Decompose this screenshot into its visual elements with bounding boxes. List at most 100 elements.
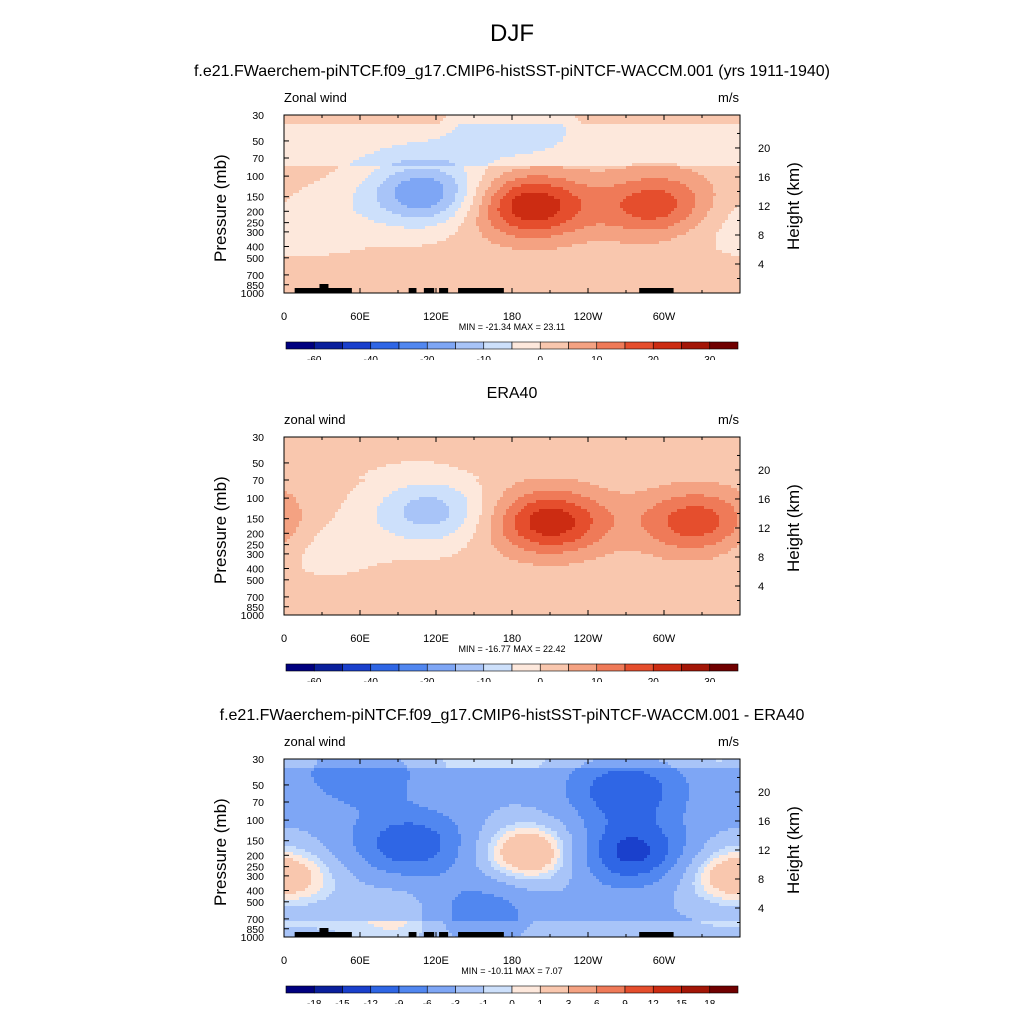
x-tick-label: 0 [281, 955, 287, 967]
x-tick-label: 120W [574, 955, 603, 967]
colorbar-label: -15 [335, 999, 350, 1004]
panel-3-variable: zonal wind [284, 734, 345, 749]
pressure-tick-label: 50 [252, 136, 264, 148]
colorbar-swatch [709, 985, 739, 994]
pressure-tick-label: 50 [252, 458, 264, 470]
panel-1-title: f.e21.FWaerchem-piNTCF.f09_g17.CMIP6-his… [0, 63, 1024, 81]
colorbar-label: -20 [420, 677, 435, 682]
figure-title: DJF [0, 20, 1024, 48]
colorbar-label: 15 [676, 999, 688, 1004]
topography-block [326, 932, 352, 937]
topography-peak [319, 284, 329, 293]
x-tick-label: 180 [503, 955, 521, 967]
colorbar-label: 0 [509, 999, 515, 1004]
x-tick-label: 180 [503, 633, 521, 645]
colorbar-swatch [483, 985, 513, 994]
height-tick-label: 4 [758, 259, 764, 271]
pressure-tick-label: 200 [246, 850, 264, 862]
colorbar-label: -20 [420, 355, 435, 360]
pressure-tick-label: 1000 [241, 610, 265, 622]
panel-1-contour-field [284, 115, 740, 293]
colorbar-label: 0 [537, 677, 543, 682]
panel-3-title: f.e21.FWaerchem-piNTCF.f09_g17.CMIP6-his… [0, 707, 1024, 725]
height-tick-label: 16 [758, 494, 770, 506]
pressure-tick-label: 200 [246, 528, 264, 540]
colorbar-label: -40 [364, 355, 379, 360]
height-tick-label: 4 [758, 581, 764, 593]
pressure-tick-label: 850 [246, 280, 264, 292]
x-tick-label: 120E [423, 311, 449, 323]
colorbar-label: 0 [537, 355, 543, 360]
pressure-tick-label: 1000 [241, 932, 265, 944]
panel-2-variable: zonal wind [284, 412, 345, 427]
pressure-tick-label: 200 [246, 206, 264, 218]
panel-2-zonal-wind-chart: 0 60E 120E 180 120W 60W3050701001502002503004… [241, 432, 771, 682]
colorbar-label: 12 [648, 999, 660, 1004]
pressure-tick-label: 70 [252, 475, 264, 487]
colorbar-label: 20 [648, 355, 660, 360]
colorbar-swatch [596, 985, 626, 994]
x-tick-label: 120W [574, 633, 603, 645]
x-tick-label: 60E [350, 311, 370, 323]
pressure-tick-label: 400 [246, 241, 264, 253]
height-tick-label: 16 [758, 172, 770, 184]
topography-block [326, 288, 352, 293]
colorbar-swatch [709, 341, 739, 350]
pressure-tick-label: 500 [246, 575, 264, 587]
colorbar-swatch [313, 985, 343, 994]
colorbar-label: 30 [704, 677, 716, 682]
colorbar-label: -9 [395, 999, 404, 1004]
min-max-stats: MIN = -21.34 MAX = 23.11 [459, 322, 565, 332]
panel-2-title: ERA40 [0, 385, 1024, 403]
panel-1-zonal-wind-chart: 0 60E 120E 180 120W 60W3050701001502002503004… [241, 110, 771, 360]
height-tick-label: 20 [758, 465, 770, 477]
height-tick-label: 8 [758, 230, 764, 242]
x-tick-label: 0 [281, 311, 287, 323]
x-tick-label: 60E [350, 633, 370, 645]
colorbar-swatch [426, 985, 456, 994]
height-tick-label: 4 [758, 903, 764, 915]
height-tick-label: 12 [758, 201, 770, 213]
height-tick-label: 12 [758, 523, 770, 535]
pressure-tick-label: 400 [246, 885, 264, 897]
topography-block [439, 288, 449, 293]
colorbar-swatch [398, 985, 428, 994]
pressure-tick-label: 400 [246, 563, 264, 575]
min-max-stats: MIN = -10.11 MAX = 7.07 [461, 966, 562, 976]
pressure-tick-label: 300 [246, 549, 264, 561]
colorbar-swatch [511, 985, 541, 994]
height-tick-label: 20 [758, 787, 770, 799]
height-tick-label: 8 [758, 874, 764, 886]
topography-block [408, 288, 417, 293]
panel-1-variable: Zonal wind [284, 90, 347, 105]
height-tick-label: 8 [758, 552, 764, 564]
colorbar-swatch [652, 985, 682, 994]
topography-block [639, 288, 674, 293]
colorbar-swatch [370, 985, 400, 994]
pressure-tick-label: 850 [246, 924, 264, 936]
pressure-tick-label: 850 [246, 602, 264, 614]
colorbar-label: -60 [307, 355, 322, 360]
panel-1-units: m/s [718, 90, 739, 105]
pressure-tick-label: 500 [246, 897, 264, 909]
pressure-tick-label: 100 [246, 171, 264, 183]
pressure-tick-label: 150 [246, 514, 264, 526]
colorbar-label: -1 [479, 999, 488, 1004]
pressure-tick-label: 100 [246, 815, 264, 827]
x-tick-label: 0 [281, 633, 287, 645]
colorbar-swatch [539, 985, 569, 994]
pressure-tick-label: 700 [246, 914, 264, 926]
topography-block [294, 932, 332, 937]
colorbar-swatch [624, 985, 654, 994]
pressure-tick-label: 50 [252, 780, 264, 792]
colorbar-label: -10 [477, 355, 492, 360]
topography-block [423, 932, 435, 937]
pressure-tick-label: 250 [246, 540, 264, 552]
colorbar-swatch [709, 663, 739, 672]
colorbar-label: -60 [307, 677, 322, 682]
colorbar-label: 9 [622, 999, 628, 1004]
pressure-tick-label: 250 [246, 218, 264, 230]
colorbar-swatch [568, 985, 598, 994]
topography-block [423, 288, 435, 293]
colorbar-swatch [342, 985, 372, 994]
